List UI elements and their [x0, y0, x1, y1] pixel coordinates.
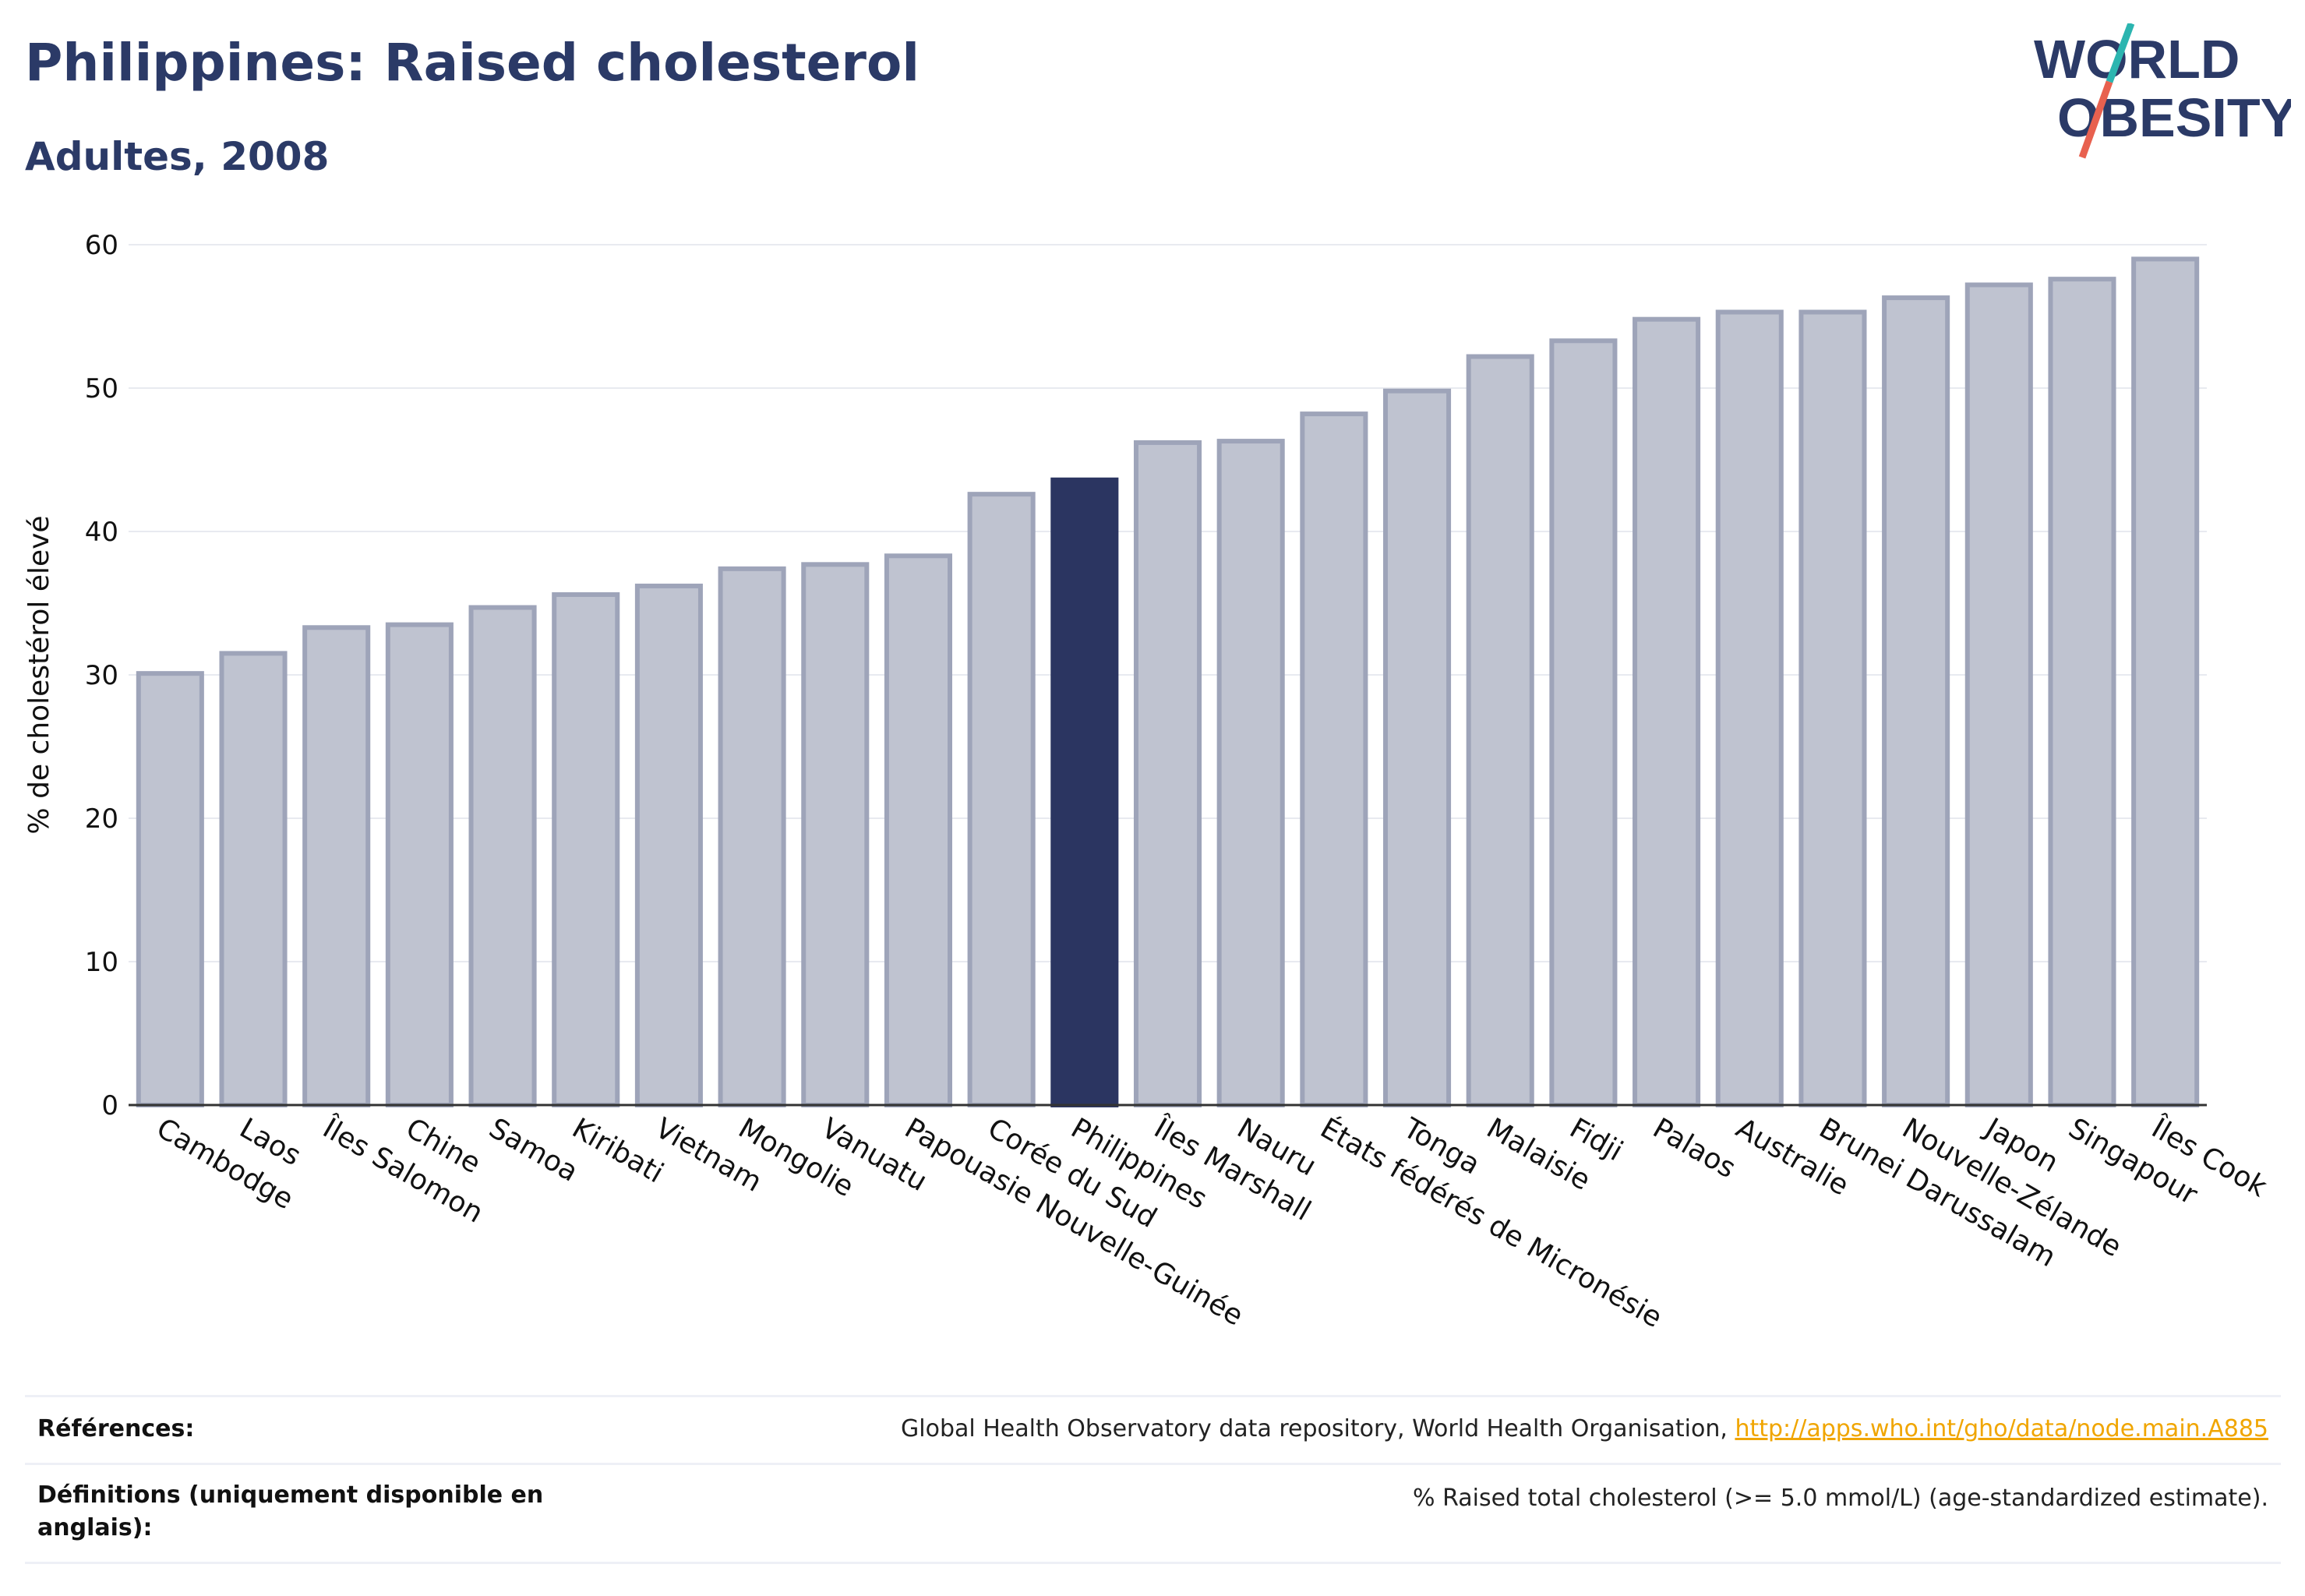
logo-slash-red: [2078, 80, 2113, 159]
y-tick-label: 10: [85, 947, 118, 978]
definitions-label: Définitions (uniquement disponible en an…: [37, 1481, 544, 1541]
y-tick-label: 0: [101, 1090, 118, 1121]
bar-highlighted: [1050, 477, 1119, 1107]
y-tick-label: 30: [85, 660, 118, 691]
bar: [718, 566, 786, 1107]
references-row: Références: Global Health Observatory da…: [25, 1395, 2281, 1463]
bar: [302, 625, 371, 1107]
logo-text-world: WORLD: [2034, 29, 2240, 90]
y-tick-label: 40: [85, 517, 118, 548]
definitions-row: Définitions (uniquement disponible en an…: [25, 1463, 2281, 1564]
bar: [1882, 295, 1950, 1108]
references-text: Global Health Observatory data repositor…: [901, 1415, 1735, 1442]
bar: [1383, 388, 1452, 1107]
bar: [1715, 309, 1784, 1108]
references-value: Global Health Observatory data repositor…: [901, 1413, 2268, 1446]
y-tick-label: 50: [85, 373, 118, 404]
bar: [1300, 411, 1368, 1107]
bar: [385, 622, 454, 1107]
references-link[interactable]: http://apps.who.int/gho/data/node.main.A…: [1735, 1415, 2268, 1442]
bar: [552, 591, 620, 1107]
chart-subtitle: Adultes, 2008: [25, 134, 330, 179]
bar: [884, 553, 952, 1107]
references-table: Références: Global Health Observatory da…: [25, 1395, 2281, 1564]
bar: [1216, 439, 1285, 1107]
y-axis-ticks: 0 10 20 30 40 50 60: [85, 230, 118, 1121]
bar: [1798, 309, 1867, 1108]
chart-title: Philippines: Raised cholesterol: [25, 33, 920, 93]
y-axis-label: % de cholestérol élevé: [23, 515, 55, 834]
bar: [801, 562, 870, 1107]
bar: [967, 492, 1036, 1107]
bar: [219, 651, 288, 1107]
bar: [2131, 256, 2200, 1107]
y-tick-label: 60: [85, 230, 118, 261]
logo-slash-teal: [2106, 23, 2135, 83]
x-tick-label: Kiribati: [567, 1112, 669, 1189]
x-tick-label: Palaos: [1647, 1112, 1741, 1185]
bars: [136, 256, 2200, 1108]
bar: [1133, 440, 1202, 1107]
bar: [1549, 338, 1618, 1107]
x-tick-label: Samoa: [484, 1112, 584, 1188]
bar: [1633, 316, 1701, 1107]
bar: [634, 583, 703, 1107]
bar: [1964, 282, 2033, 1107]
y-tick-label: 20: [85, 803, 118, 835]
bar: [468, 605, 537, 1107]
definitions-value: % Raised total cholesterol (>= 5.0 mmol/…: [1413, 1485, 2268, 1512]
bar: [1466, 354, 1534, 1107]
bar: [136, 671, 204, 1107]
references-label: Références:: [37, 1415, 195, 1442]
bar: [2048, 277, 2116, 1107]
world-obesity-logo: WORLD OBESITY: [2034, 23, 2291, 159]
